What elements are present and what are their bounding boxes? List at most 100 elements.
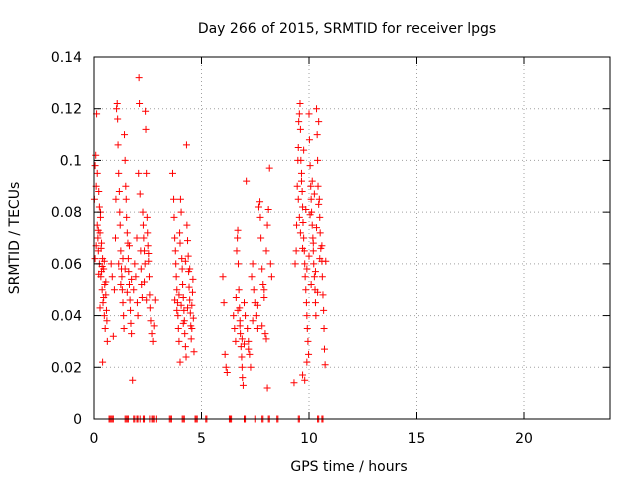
data-point [100,257,108,265]
data-point [125,281,133,289]
data-point [133,299,141,307]
data-point [98,286,106,294]
data-point [186,265,194,273]
plot-frame [93,56,611,420]
data-point [94,226,102,234]
data-point [322,257,330,265]
data-point [112,234,119,242]
y-tick-label: 0.08 [51,205,82,221]
y-tick-label: 0.12 [51,102,82,118]
data-point [171,296,179,304]
data-point [107,260,115,268]
data-point [141,260,149,268]
data-point [244,325,252,332]
data-point [108,273,116,281]
data-point [182,141,190,149]
data-point [243,177,251,185]
x-tick-label: 15 [408,431,426,447]
data-point [301,273,309,281]
data-point [321,361,329,369]
data-point [137,265,145,273]
data-point [260,293,268,301]
data-point [175,291,183,299]
data-point [305,110,313,118]
data-point [113,105,121,113]
data-point [291,260,299,268]
data-point [252,312,260,320]
y-tick-label: 0.02 [51,360,82,376]
data-point [310,260,318,268]
data-point [171,234,179,242]
data-point [221,350,229,358]
data-point [245,337,253,345]
data-point [295,118,303,126]
data-point [249,260,257,268]
data-point [298,187,306,195]
y-tick-label: 0.06 [51,257,82,273]
data-point [126,296,134,304]
data-point [178,255,186,263]
data-point [176,195,184,203]
data-point [173,306,181,314]
data-point [188,288,196,296]
data-point [263,221,271,229]
data-point [99,358,107,366]
data-point [182,353,190,361]
data-point [128,275,136,283]
data-point [296,125,304,133]
data-point [128,330,136,338]
data-point [313,131,321,139]
data-point [253,325,261,332]
data-point [186,309,194,317]
data-point [320,306,328,314]
data-point [302,206,310,214]
data-point [294,144,302,151]
data-point [139,208,147,216]
data-point [114,115,122,123]
data-point [116,208,124,216]
data-point [238,363,246,371]
data-point [141,278,149,286]
data-point [265,164,273,172]
data-point [95,270,103,278]
data-point [179,319,187,327]
data-point [299,371,307,379]
data-point [142,125,150,133]
data-point [292,247,300,255]
data-point [316,255,324,263]
data-point [170,195,178,203]
data-point [100,312,108,320]
data-point [245,345,253,353]
data-point [115,260,123,268]
y-tick-label: 0.1 [60,153,82,169]
data-point [311,268,319,276]
chart-title: Day 266 of 2015, SRMTID for receiver lpg… [198,21,496,37]
data-point [297,169,305,177]
data-point [234,234,242,242]
data-point [309,247,317,255]
data-point [181,343,189,351]
data-point [144,229,152,237]
data-point [318,273,326,281]
data-point [120,325,128,332]
data-point [179,293,187,301]
data-point [222,363,230,371]
data-point [262,335,270,343]
data-point [122,195,130,203]
data-point [301,376,309,384]
data-point [302,286,310,294]
data-point [133,234,141,242]
data-point [297,177,305,185]
data-point [172,273,180,281]
data-point [315,200,323,208]
data-point [262,247,270,255]
data-point [231,325,239,332]
data-point [123,229,131,237]
data-point [184,237,192,245]
data-point [320,345,328,353]
data-point [236,322,244,330]
data-point [141,247,149,255]
data-point [233,247,241,255]
data-point [145,257,153,265]
data-point [220,299,228,307]
